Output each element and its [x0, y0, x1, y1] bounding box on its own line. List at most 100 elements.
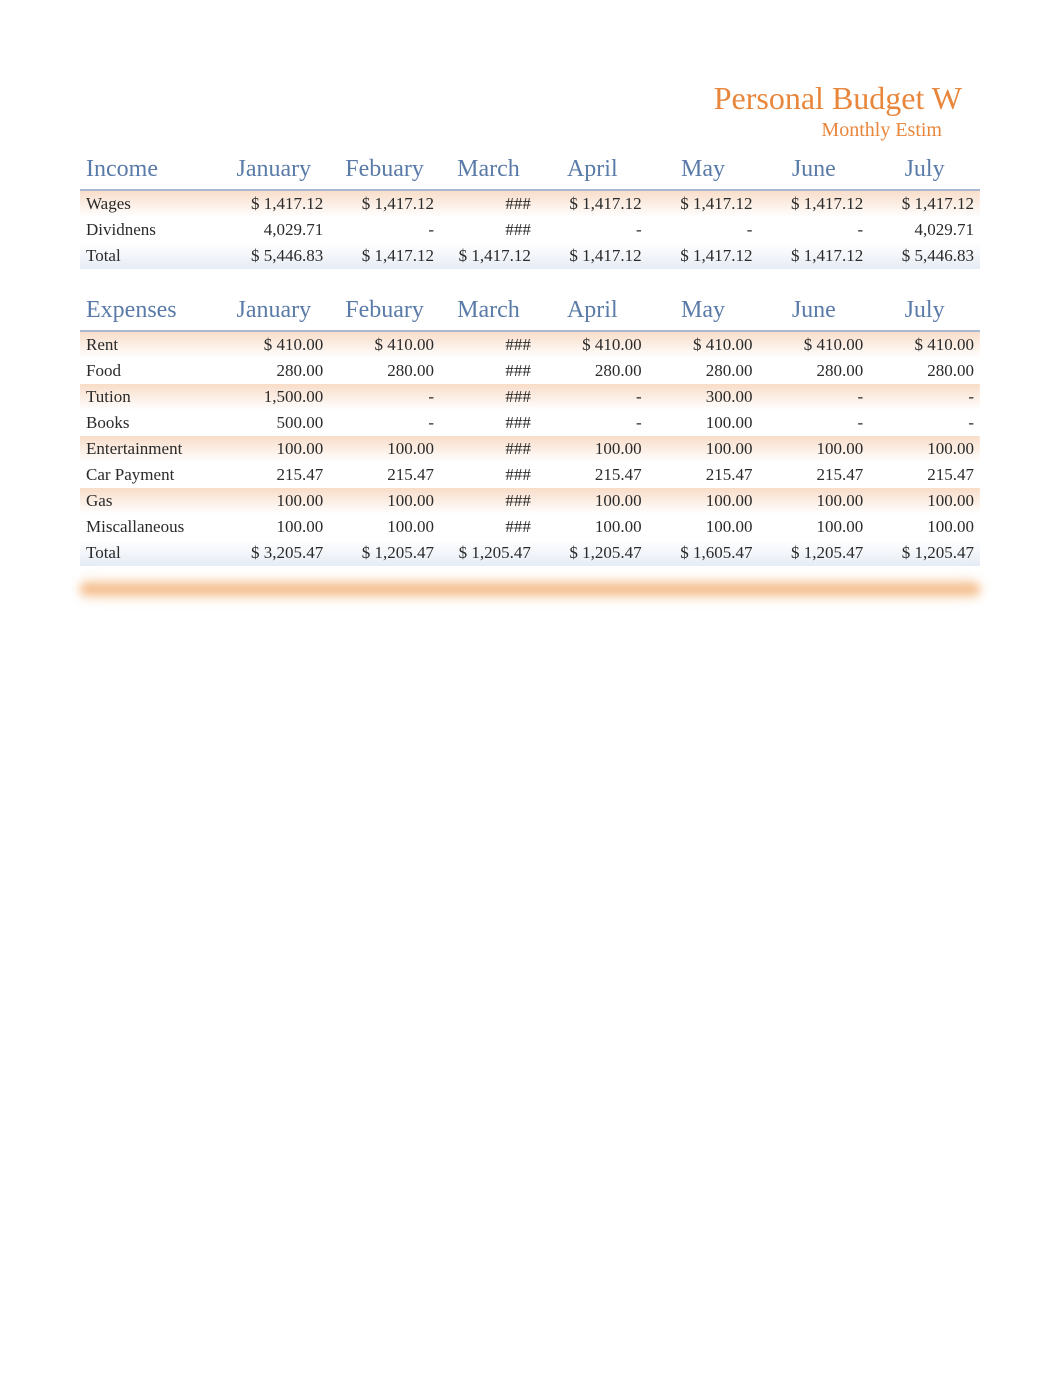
cell: 280.00 — [218, 358, 329, 384]
cell: ### — [440, 410, 537, 436]
cell: 280.00 — [648, 358, 759, 384]
cell: $ 1,205.47 — [329, 540, 440, 566]
cell: $ 410.00 — [648, 331, 759, 358]
col-month: January — [218, 291, 329, 331]
cell: 100.00 — [648, 488, 759, 514]
cell: 215.47 — [537, 462, 648, 488]
col-month: March — [440, 150, 537, 190]
cell: $ 1,417.12 — [329, 243, 440, 269]
row-label: Total — [80, 243, 218, 269]
cell: $ 410.00 — [329, 331, 440, 358]
cell: - — [537, 217, 648, 243]
col-month: April — [537, 291, 648, 331]
cell: - — [869, 410, 980, 436]
cell: $ 3,205.47 — [218, 540, 329, 566]
cell: 100.00 — [869, 436, 980, 462]
row-label: Rent — [80, 331, 218, 358]
col-month: Febuary — [329, 291, 440, 331]
cell: ### — [440, 514, 537, 540]
cell: - — [758, 410, 869, 436]
cell: 100.00 — [537, 514, 648, 540]
col-month: Febuary — [329, 150, 440, 190]
cell: $ 1,417.12 — [329, 190, 440, 217]
cell: ### — [440, 462, 537, 488]
expenses-table: Expenses January Febuary March April May… — [80, 291, 980, 566]
cell: $ 1,417.12 — [648, 190, 759, 217]
cell: - — [537, 384, 648, 410]
cell: 280.00 — [329, 358, 440, 384]
cell: - — [758, 217, 869, 243]
cell: 1,500.00 — [218, 384, 329, 410]
cell: $ 410.00 — [537, 331, 648, 358]
cell: $ 1,417.12 — [758, 190, 869, 217]
cell: $ 410.00 — [869, 331, 980, 358]
col-month: April — [537, 150, 648, 190]
cell: 215.47 — [758, 462, 869, 488]
cell: 280.00 — [869, 358, 980, 384]
income-header: Income — [80, 150, 218, 190]
cell: $ 1,417.12 — [537, 243, 648, 269]
cell: 100.00 — [869, 514, 980, 540]
col-month: July — [869, 150, 980, 190]
cell: $ 1,417.12 — [440, 243, 537, 269]
cell: 500.00 — [218, 410, 329, 436]
row-label: Miscallaneous — [80, 514, 218, 540]
cell: 100.00 — [537, 488, 648, 514]
cell: - — [648, 217, 759, 243]
cell: - — [329, 217, 440, 243]
row-label: Gas — [80, 488, 218, 514]
cell: ### — [440, 190, 537, 217]
cell: $ 1,205.47 — [758, 540, 869, 566]
cell: $ 410.00 — [758, 331, 869, 358]
cell: 100.00 — [218, 514, 329, 540]
row-label: Books — [80, 410, 218, 436]
cell: ### — [440, 331, 537, 358]
cell: 100.00 — [648, 410, 759, 436]
cell: 300.00 — [648, 384, 759, 410]
cell: 100.00 — [758, 436, 869, 462]
col-month: May — [648, 291, 759, 331]
cell: 100.00 — [329, 488, 440, 514]
col-month: January — [218, 150, 329, 190]
cell: $ 5,446.83 — [869, 243, 980, 269]
cell: 100.00 — [537, 436, 648, 462]
row-label: Total — [80, 540, 218, 566]
page-subtitle: Monthly Estim — [80, 119, 942, 142]
cell: ### — [440, 217, 537, 243]
blurred-row — [80, 576, 980, 602]
page-title: Personal Budget W — [80, 80, 962, 117]
cell: ### — [440, 384, 537, 410]
cell: 100.00 — [758, 488, 869, 514]
row-label: Food — [80, 358, 218, 384]
cell: - — [869, 384, 980, 410]
cell: $ 1,417.12 — [537, 190, 648, 217]
cell: $ 1,205.47 — [869, 540, 980, 566]
cell: - — [329, 410, 440, 436]
cell: $ 1,605.47 — [648, 540, 759, 566]
cell: $ 1,417.12 — [758, 243, 869, 269]
row-label: Entertainment — [80, 436, 218, 462]
cell: $ 1,417.12 — [218, 190, 329, 217]
cell: $ 410.00 — [218, 331, 329, 358]
cell: 280.00 — [758, 358, 869, 384]
cell: $ 1,417.12 — [869, 190, 980, 217]
cell: $ 1,205.47 — [537, 540, 648, 566]
cell: - — [329, 384, 440, 410]
cell: ### — [440, 358, 537, 384]
col-month: March — [440, 291, 537, 331]
col-month: June — [758, 150, 869, 190]
cell: $ 1,417.12 — [648, 243, 759, 269]
cell: 100.00 — [648, 436, 759, 462]
cell: 100.00 — [218, 488, 329, 514]
cell: 215.47 — [648, 462, 759, 488]
cell: 100.00 — [329, 514, 440, 540]
cell: 280.00 — [537, 358, 648, 384]
cell: 100.00 — [869, 488, 980, 514]
cell: 215.47 — [869, 462, 980, 488]
cell: ### — [440, 488, 537, 514]
cell: 100.00 — [758, 514, 869, 540]
expenses-header: Expenses — [80, 291, 218, 331]
col-month: May — [648, 150, 759, 190]
cell: 100.00 — [648, 514, 759, 540]
col-month: July — [869, 291, 980, 331]
